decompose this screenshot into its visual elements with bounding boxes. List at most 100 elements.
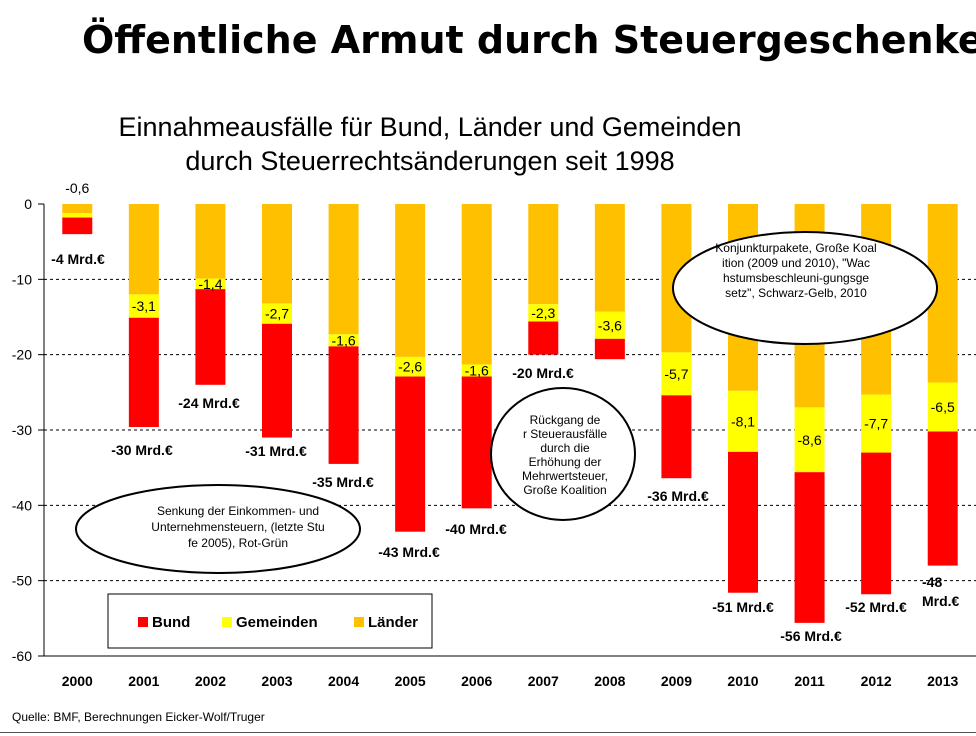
y-tick-label: -40 — [12, 497, 32, 513]
x-tick-label: 2000 — [62, 673, 93, 689]
total-label: -36 Mrd.€ — [647, 488, 709, 504]
bar-bund-2000 — [62, 217, 93, 235]
bar-laender-2001 — [128, 204, 159, 295]
total-label: -24 Mrd.€ — [178, 395, 240, 411]
total-label: -51 Mrd.€ — [712, 599, 774, 615]
bar-gemeinden-2005 — [395, 356, 426, 377]
gemeinden-value-label: -2,3 — [531, 305, 555, 321]
slide-title: Öffentliche Armut durch Steuergeschenke — [82, 18, 976, 62]
bar-laender-2003 — [262, 204, 292, 304]
bar-bund-2012 — [861, 452, 892, 595]
bar-bund-2010 — [728, 451, 758, 593]
annotation-stimulus-text: ition (2009 und 2010), "Wac — [722, 256, 870, 270]
bar-bund-2004 — [328, 346, 359, 464]
bar-gemeinden-2012 — [861, 394, 892, 453]
gemeinden-value-label: -0,6 — [65, 180, 89, 196]
x-tick-label: 2001 — [128, 673, 159, 689]
bar-gemeinden-2011 — [794, 407, 825, 473]
total-label: -31 Mrd.€ — [245, 443, 307, 459]
annotation-vat-text: Große Koalition — [523, 483, 606, 497]
legend-label: Bund — [152, 614, 190, 631]
x-tick-label: 2011 — [794, 673, 825, 689]
total-label: -30 Mrd.€ — [111, 442, 173, 458]
gemeinden-value-label: -3,1 — [132, 298, 156, 314]
gemeinden-value-label: -6,5 — [931, 399, 955, 415]
x-tick-label: 2010 — [727, 673, 758, 689]
gemeinden-value-label: -8,6 — [798, 432, 822, 448]
bar-gemeinden-2000 — [62, 213, 93, 218]
x-tick-label: 2004 — [328, 673, 359, 689]
total-label: -40 Mrd.€ — [445, 521, 507, 537]
annotation-vat-text: durch die — [540, 441, 590, 455]
legend-box — [107, 593, 433, 649]
x-tick-label: 2003 — [261, 673, 292, 689]
total-label: -43 Mrd.€ — [378, 544, 440, 560]
bar-laender-2004 — [328, 204, 359, 335]
x-tick-label: 2008 — [594, 673, 625, 689]
annotation-vat-text: Mehrwertsteuer, — [522, 469, 608, 483]
total-label: -20 Mrd.€ — [512, 365, 574, 381]
y-tick-label: -10 — [12, 271, 32, 287]
legend-label: Länder — [368, 614, 418, 631]
total-label: -52 Mrd.€ — [845, 599, 907, 615]
chart-title-line-1: Einnahmeausfälle für Bund, Länder und Ge… — [118, 112, 742, 142]
y-tick-label: -30 — [12, 422, 32, 438]
bar-laender-2000 — [62, 204, 93, 214]
bar-laender-2002 — [195, 204, 226, 279]
bar-gemeinden-2003 — [262, 303, 292, 324]
annotation-stimulus-text: Konjunkturpakete, Große Koal — [715, 241, 876, 255]
bar-gemeinden-2001 — [128, 294, 159, 318]
bar-bund-2001 — [128, 317, 159, 427]
total-label: -35 Mrd.€ — [312, 474, 374, 490]
legend-swatch — [354, 617, 364, 627]
gemeinden-value-label: -7,7 — [864, 416, 888, 432]
bar-gemeinden-2004 — [328, 334, 359, 347]
total-label: -4 Mrd.€ — [51, 251, 105, 267]
annotation-vat — [490, 387, 636, 521]
x-tick-label: 2012 — [861, 673, 892, 689]
x-tick-label: 2013 — [927, 673, 958, 689]
bar-bund-2003 — [262, 323, 292, 438]
bar-gemeinden-2013 — [927, 382, 958, 432]
annotation-vat-text: Rückgang de — [530, 413, 601, 427]
gemeinden-value-label: -1,6 — [465, 362, 489, 378]
gemeinden-value-label: -2,6 — [398, 359, 422, 375]
chart-title-line-2: durch Steuerrechtsänderungen seit 1998 — [185, 146, 675, 176]
legend-label: Gemeinden — [236, 614, 318, 631]
x-tick-label: 2005 — [395, 673, 426, 689]
bar-gemeinden-2007 — [528, 304, 559, 322]
total-label: Mrd.€ — [922, 593, 960, 609]
bar-bund-2007 — [528, 321, 559, 355]
bar-gemeinden-2002 — [195, 278, 226, 290]
y-tick-label: -60 — [12, 648, 32, 664]
annotation-stimulus — [672, 231, 938, 345]
gemeinden-value-label: -8,1 — [731, 413, 755, 429]
legend-swatch — [222, 617, 232, 627]
annotation-tax-cut-text: fe 2005), Rot-Grün — [188, 536, 288, 550]
x-tick-label: 2006 — [461, 673, 492, 689]
gemeinden-value-label: -1,4 — [198, 276, 222, 292]
legend-swatch — [138, 617, 148, 627]
total-label: -56 Mrd.€ — [780, 628, 842, 644]
x-tick-label: 2009 — [661, 673, 692, 689]
bar-laender-2007 — [528, 204, 559, 305]
bar-laender-2008 — [594, 204, 625, 312]
bar-gemeinden-2008 — [594, 311, 625, 339]
annotation-tax-cut-text: Senkung der Einkommen- und — [157, 504, 319, 518]
y-tick-label: -50 — [12, 573, 32, 589]
annotation-stimulus-text: setz", Schwarz-Gelb, 2010 — [725, 286, 867, 300]
annotation-tax-cut-text: Unternehmensteuern, (letzte Stu — [151, 520, 324, 534]
annotation-vat-text: Erhöhung der — [529, 455, 602, 469]
bar-gemeinden-2006 — [461, 364, 492, 377]
gemeinden-value-label: -2,7 — [265, 306, 289, 322]
bar-gemeinden-2009 — [661, 352, 692, 396]
x-tick-label: 2007 — [528, 673, 559, 689]
gemeinden-value-label: -5,7 — [664, 366, 688, 382]
bar-bund-2006 — [461, 376, 492, 509]
footer-divider — [0, 732, 976, 733]
gemeinden-value-label: -1,6 — [332, 332, 356, 348]
source-note: Quelle: BMF, Berechnungen Eicker-Wolf/Tr… — [12, 710, 265, 724]
bar-bund-2009 — [661, 395, 692, 479]
bar-laender-2006 — [461, 204, 492, 365]
